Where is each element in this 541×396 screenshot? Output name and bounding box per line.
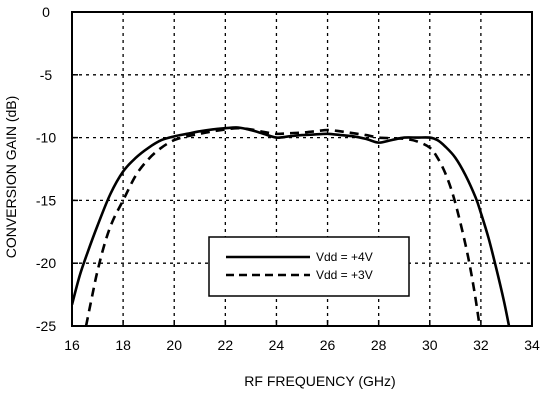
series-line-vdd-3v xyxy=(84,126,481,326)
x-tick-label: 24 xyxy=(269,337,285,353)
x-tick-label: 28 xyxy=(371,337,387,353)
x-tick-labels: 16 18 20 22 24 26 28 30 32 34 xyxy=(64,337,540,353)
y-tick-label: -20 xyxy=(36,255,56,271)
legend-label-vdd-3v: Vdd = +3V xyxy=(316,268,373,282)
x-tick-label: 32 xyxy=(473,337,489,353)
x-tick-label: 34 xyxy=(524,337,540,353)
x-tick-label: 26 xyxy=(320,337,336,353)
legend-box xyxy=(208,236,410,297)
x-tick-label: 20 xyxy=(166,337,182,353)
series-lines xyxy=(72,126,511,326)
x-tick-label: 16 xyxy=(64,337,80,353)
x-axis-title: RF FREQUENCY (GHz) xyxy=(244,373,395,389)
y-axis-title: CONVERSION GAIN (dB) xyxy=(3,96,19,259)
y-tick-labels: 0 -5 -10 -15 -20 -25 xyxy=(36,4,56,334)
series-line-vdd-4v xyxy=(72,126,511,326)
x-tick-label: 22 xyxy=(218,337,234,353)
legend-label-vdd-4v: Vdd = +4V xyxy=(316,250,373,264)
axis-ticks xyxy=(71,11,533,327)
x-tick-label: 18 xyxy=(115,337,131,353)
y-tick-label: -10 xyxy=(36,130,56,146)
y-tick-label: 0 xyxy=(42,4,50,20)
x-tick-label: 30 xyxy=(422,337,438,353)
y-tick-label: -5 xyxy=(40,67,53,83)
plot-frame xyxy=(71,11,533,327)
legend: Vdd = +4V Vdd = +3V xyxy=(208,236,410,297)
y-tick-label: -25 xyxy=(36,318,56,334)
y-tick-label: -15 xyxy=(36,192,56,208)
